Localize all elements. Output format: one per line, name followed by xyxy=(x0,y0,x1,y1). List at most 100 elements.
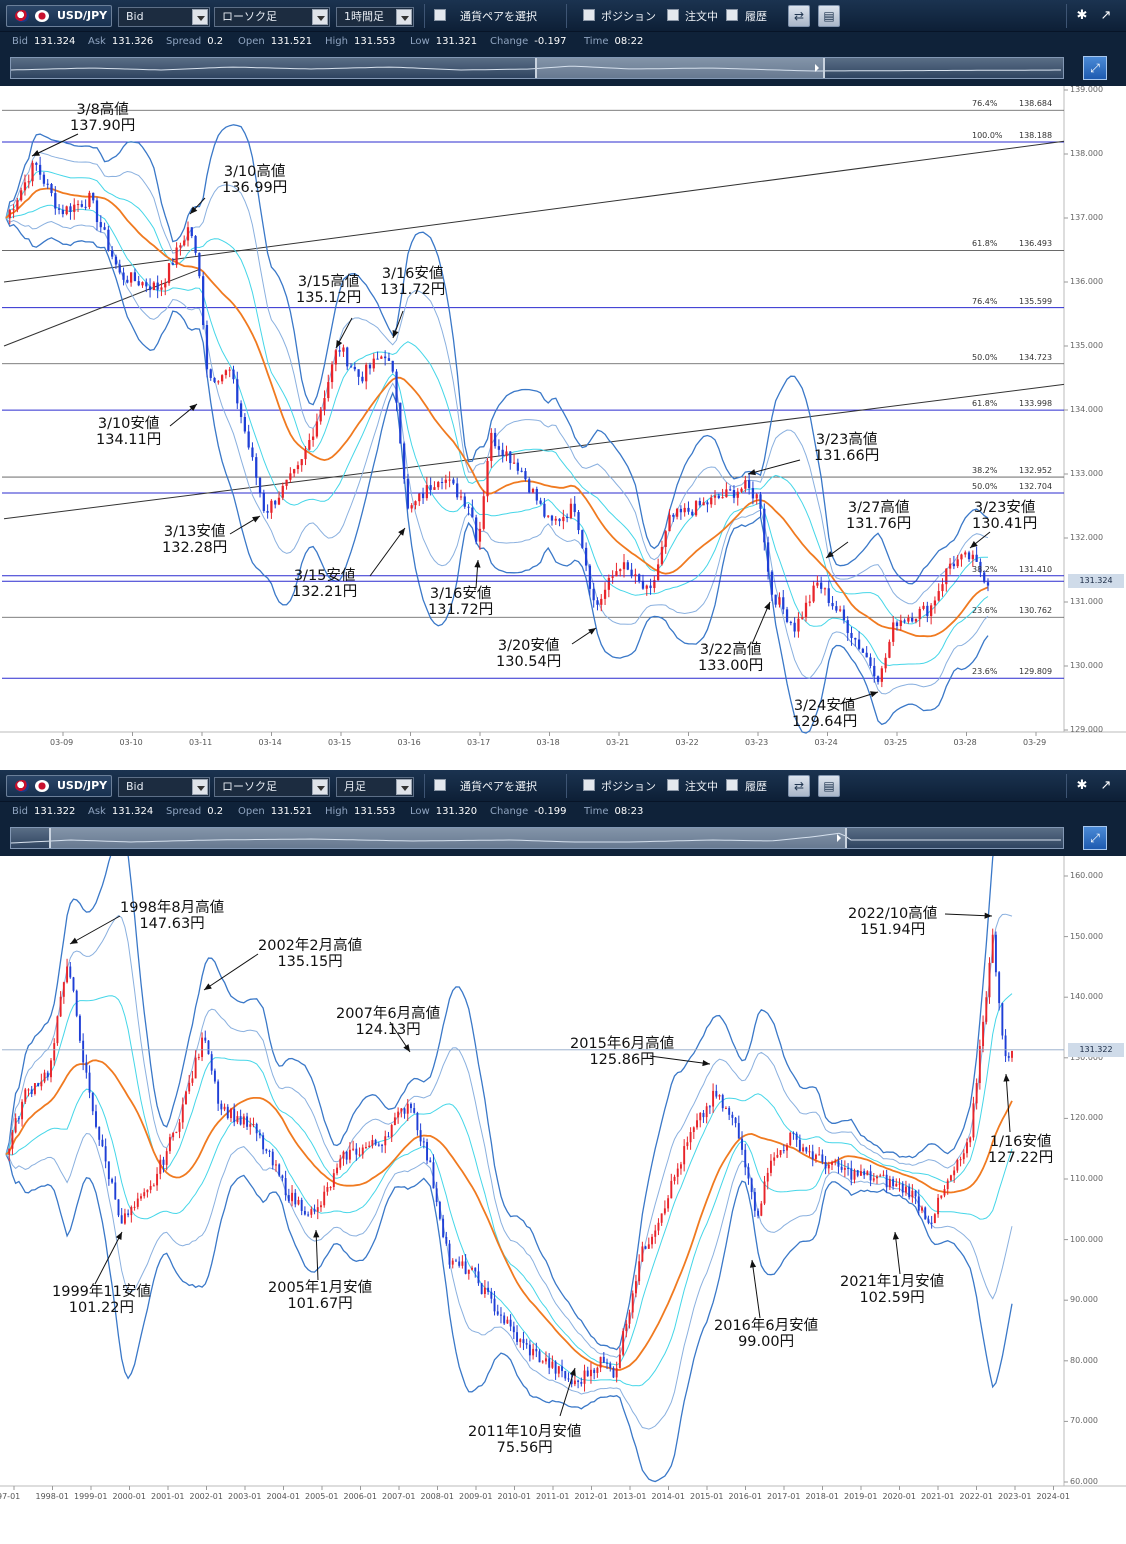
chart-type-select[interactable]: ローソク足 xyxy=(214,7,330,27)
history-checkbox[interactable] xyxy=(726,779,738,791)
candle-body xyxy=(687,507,690,512)
candle-body xyxy=(294,1192,297,1205)
annotation-price: 129.64円 xyxy=(792,714,858,730)
layout-button[interactable]: ▤ xyxy=(818,775,840,797)
candle-body xyxy=(27,1089,30,1091)
candle-body xyxy=(801,617,804,619)
expand-icon: ⤢ xyxy=(1090,831,1100,845)
popout-button[interactable]: ↗ xyxy=(1096,776,1116,796)
candle-body xyxy=(266,510,269,513)
position-checkbox[interactable] xyxy=(583,779,595,791)
candle-body xyxy=(103,227,106,230)
candle-body xyxy=(728,1108,731,1115)
candle-body xyxy=(802,1147,805,1152)
candle-body xyxy=(672,514,675,517)
pair-button[interactable]: USD/JPY xyxy=(6,775,112,797)
candle-body xyxy=(207,1040,210,1055)
candle-body xyxy=(233,1108,236,1123)
y-tick-label: 134.000 xyxy=(1070,405,1104,414)
candle-body xyxy=(213,1070,216,1082)
select-pair-checkbox[interactable] xyxy=(434,779,446,791)
pair-label: USD/JPY xyxy=(57,779,108,792)
position-checkbox[interactable] xyxy=(583,9,595,21)
price-chart-monthly[interactable]: 160.000 150.000 140.000 130.000 120.000 110.0… xyxy=(0,856,1126,1544)
bollinger-band xyxy=(5,170,988,625)
candle-body xyxy=(165,1151,168,1165)
x-tick-label: 03-22 xyxy=(675,738,699,747)
price-type-select[interactable]: Bid xyxy=(118,7,210,27)
candle-body xyxy=(274,500,277,505)
navigator-range-handle[interactable] xyxy=(535,58,825,78)
price-annotation: 3/13安値 132.28円 xyxy=(162,524,227,556)
candle-body xyxy=(786,1145,788,1151)
x-tick-label: 03-16 xyxy=(397,738,421,747)
price-chart-hourly[interactable]: 139.000 138.000 137.000 136.000 135.000 134.0… xyxy=(0,85,1126,770)
candle-body xyxy=(602,1356,605,1363)
timeframe-select[interactable]: 月足 xyxy=(336,777,414,797)
settings-button[interactable]: ✱ xyxy=(1072,776,1092,796)
candle-body xyxy=(821,1154,824,1162)
candle-body xyxy=(220,375,224,382)
y-tick-label: 130.000 xyxy=(1070,1052,1104,1062)
navigator-scrollbar[interactable] xyxy=(10,827,1064,849)
fib-pct-label: 76.4% xyxy=(972,99,998,109)
candle-body xyxy=(978,1046,981,1084)
annotation-arrow xyxy=(69,915,121,945)
orders-checkbox[interactable] xyxy=(667,779,679,791)
navigator-scrollbar[interactable] xyxy=(10,57,1064,79)
candle-body xyxy=(141,282,144,286)
chart-type-select[interactable]: ローソク足 xyxy=(214,777,330,797)
annotation-price: 131.76円 xyxy=(846,516,912,532)
annotation-label: 2016年6月安値 xyxy=(714,1318,819,1334)
select-pair-checkbox[interactable] xyxy=(434,9,446,21)
candle-body xyxy=(589,1369,592,1377)
candle-body xyxy=(789,621,792,623)
orders-label: 注文中 xyxy=(685,10,718,23)
candle-body xyxy=(837,1160,840,1167)
candle-body xyxy=(429,485,432,490)
popout-button[interactable]: ↗ xyxy=(1096,6,1116,26)
x-tick-label: 2003-01 xyxy=(228,1492,262,1501)
candle-body xyxy=(971,554,974,560)
price-annotation: 2022/10高値 151.94円 xyxy=(848,906,937,938)
candle-body xyxy=(596,600,599,605)
candle-body xyxy=(986,582,990,586)
x-tick-label: 2013-01 xyxy=(613,1492,647,1501)
candle-body xyxy=(907,617,910,622)
pair-button[interactable]: USD/JPY xyxy=(6,5,112,27)
candle-body xyxy=(653,580,656,589)
bollinger-band xyxy=(5,124,989,585)
candle-body xyxy=(705,1106,708,1118)
candle-body xyxy=(277,497,281,505)
candle-body xyxy=(823,588,827,590)
price-annotation: 3/27高値 131.76円 xyxy=(846,500,911,532)
price-type-select[interactable]: Bid xyxy=(118,777,210,797)
timeframe-select[interactable]: 1時間足 xyxy=(336,7,414,27)
candle-body xyxy=(612,1367,615,1378)
candle-body xyxy=(570,1379,573,1385)
navigator-range-handle[interactable] xyxy=(49,828,847,848)
candle-body xyxy=(320,1205,322,1208)
bollinger-band xyxy=(5,217,989,734)
candle-body xyxy=(532,1348,535,1356)
refresh-button[interactable]: ⇄ xyxy=(788,775,810,797)
low-quote: Low 131.321 xyxy=(410,36,478,47)
expand-button[interactable]: ⤢ xyxy=(1083,826,1107,850)
expand-button[interactable]: ⤢ xyxy=(1083,56,1107,80)
candle-body xyxy=(252,1124,255,1126)
history-checkbox[interactable] xyxy=(726,9,738,21)
gear-icon: ✱ xyxy=(1076,778,1088,793)
orders-checkbox[interactable] xyxy=(667,9,679,21)
candle-body xyxy=(342,1151,345,1159)
candle-body xyxy=(539,500,542,504)
layout-button[interactable]: ▤ xyxy=(818,5,840,27)
candle-body xyxy=(217,1081,220,1104)
price-annotation: 2021年1月安値 102.59円 xyxy=(840,1274,944,1306)
candle-body xyxy=(467,1269,470,1274)
refresh-button[interactable]: ⇄ xyxy=(788,5,810,27)
candle-body xyxy=(865,652,868,658)
candle-body xyxy=(236,379,239,404)
candle-body xyxy=(850,1168,853,1180)
candle-body xyxy=(600,598,603,605)
settings-button[interactable]: ✱ xyxy=(1072,6,1092,26)
